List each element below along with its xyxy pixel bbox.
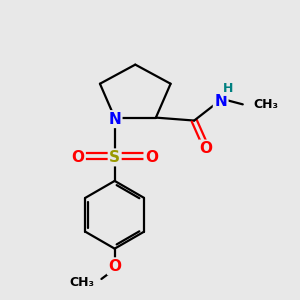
Text: O: O (200, 141, 212, 156)
Text: O: O (145, 150, 158, 165)
Text: H: H (223, 82, 233, 95)
Text: N: N (108, 112, 121, 127)
Text: O: O (108, 259, 121, 274)
Text: S: S (109, 150, 120, 165)
Text: CH₃: CH₃ (69, 276, 94, 289)
Text: O: O (71, 150, 84, 165)
Text: CH₃: CH₃ (253, 98, 278, 111)
Text: N: N (214, 94, 227, 109)
